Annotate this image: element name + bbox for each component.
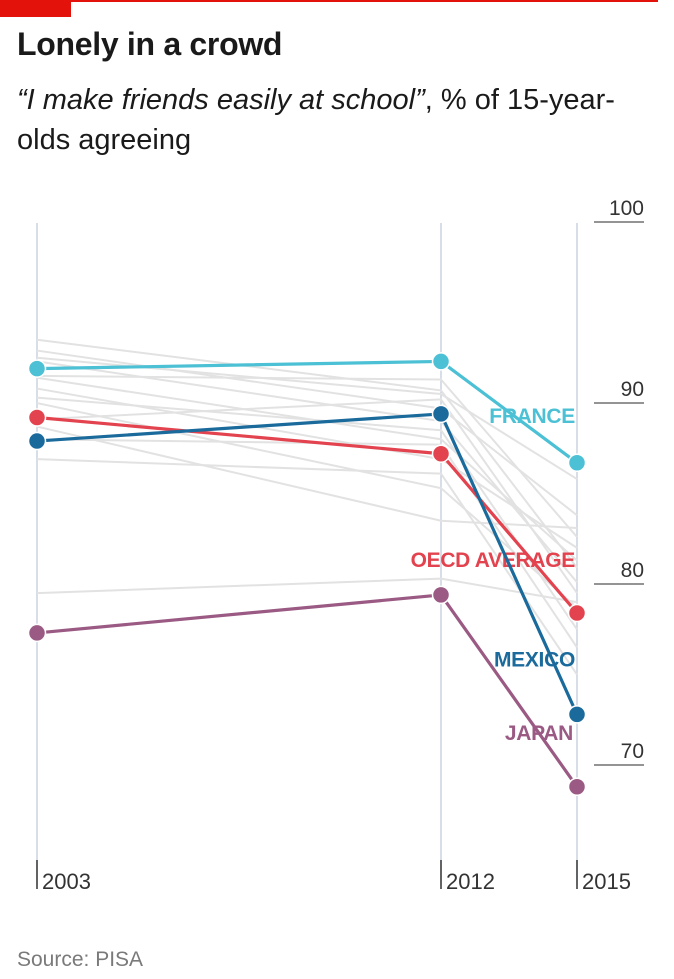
series-label-oecd-average: OECD AVERAGE: [411, 549, 576, 572]
x-tick-label-2015: 2015: [582, 869, 631, 894]
point-mexico-2012: [431, 404, 451, 424]
point-japan-2012: [431, 585, 451, 605]
point-japan-2015: [567, 777, 587, 797]
y-tick-label-100: 100: [609, 197, 644, 220]
x-tick-label-2012: 2012: [446, 869, 495, 894]
x-tick-label-2003: 2003: [42, 869, 91, 894]
source-note: Source: PISA: [17, 948, 144, 971]
point-japan-2003: [27, 623, 47, 643]
series-label-france: FRANCE: [489, 405, 575, 428]
brand-red-tab: [0, 0, 71, 17]
background-country-line-14: [36, 425, 578, 529]
background-country-line-8: [36, 398, 578, 594]
series-line-japan: [36, 593, 579, 788]
point-oecd-average-2015: [567, 603, 587, 623]
chart-title: Lonely in a crowd: [17, 26, 283, 62]
subtitle-rest: , % of 15-year-olds agreeing: [17, 84, 615, 156]
series-label-mexico: MEXICO: [494, 648, 575, 671]
subtitle-quote: “I make friends easily at school”: [17, 84, 425, 116]
slope-chart: 100 90 80 70 2003 2012 2015 FRANCE OECD AVERAGE M…: [27, 197, 644, 894]
point-france-2015: [567, 453, 587, 473]
background-country-line-9: [36, 438, 578, 648]
chart-subtitle: “I make friends easily at school”, % of …: [17, 80, 667, 160]
background-country-line-11: [36, 577, 578, 604]
point-mexico-2015: [567, 705, 587, 724]
point-oecd-average-2012: [431, 444, 451, 463]
background-country-line-2: [36, 349, 578, 517]
y-tick-label-70: 70: [621, 740, 644, 763]
point-oecd-average-2003: [27, 408, 47, 427]
top-red-rule: [0, 0, 658, 2]
y-tick-label-80: 80: [621, 559, 644, 582]
background-country-line-13: [36, 376, 578, 562]
y-tick-label-90: 90: [621, 378, 644, 401]
background-country-line-12: [36, 356, 578, 480]
series-label-japan: JAPAN: [505, 722, 573, 745]
background-country-line-4: [36, 374, 578, 538]
background-country-line-1: [36, 338, 578, 569]
point-mexico-2003: [27, 431, 47, 451]
point-france-2003: [27, 359, 47, 378]
background-country-line-6: [36, 396, 578, 630]
background-country-line-7: [36, 402, 578, 609]
point-france-2012: [431, 352, 451, 371]
background-country-line-10: [36, 458, 578, 676]
